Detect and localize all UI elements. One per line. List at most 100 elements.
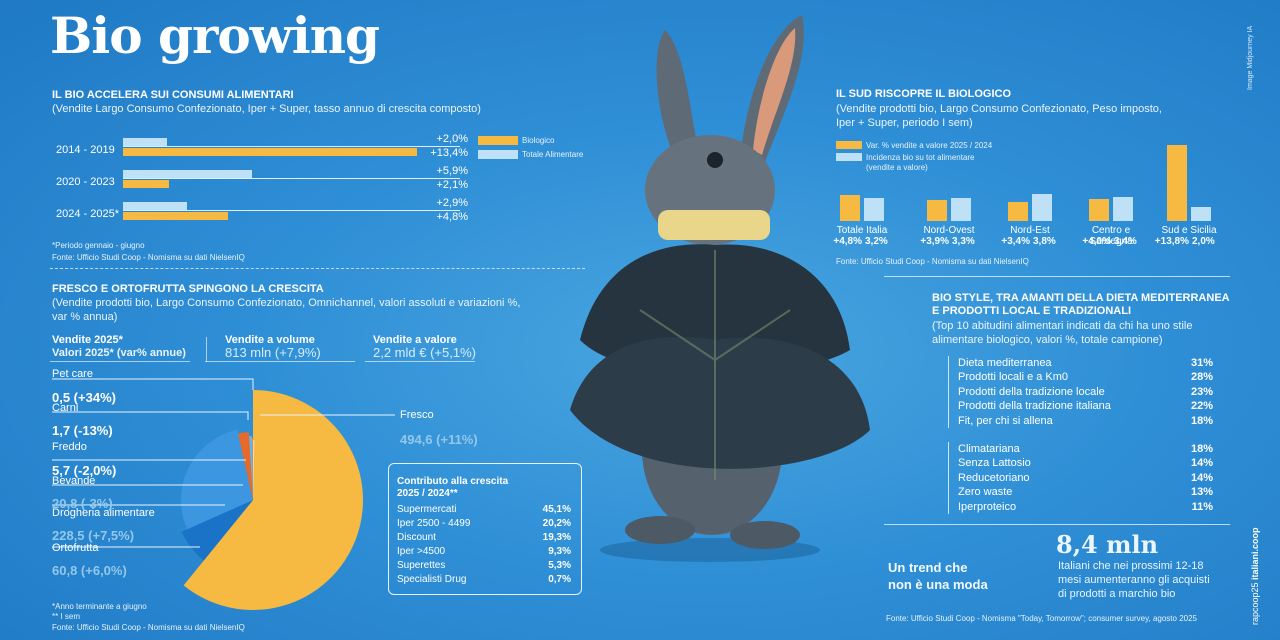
contributo-box: Contributo alla crescita 2025 / 2024** S…	[388, 463, 582, 595]
pie-value-label: 20,8 (-3%)	[52, 496, 113, 511]
kpi-valore-value: 2,2 mld € (+5,1%)	[373, 345, 476, 360]
pie-value-label: 494,6 (+11%)	[400, 432, 478, 447]
bar-totale-value: +2,9%	[436, 197, 469, 209]
kpi-vendite-sub: Valori 2025* (var% annue)	[52, 347, 186, 359]
side-brand: rapcoop25 italiani.coop	[1250, 495, 1260, 625]
pie-category-label: Freddo	[52, 441, 87, 453]
region-bar-incidenza	[1113, 197, 1133, 221]
kpi2-divider	[206, 337, 207, 362]
side-brand-name: italiani.coop	[1250, 527, 1260, 580]
bunny-ear-right-inner	[753, 28, 796, 155]
kpi1-underline	[50, 361, 190, 362]
bunny-collar	[658, 210, 770, 240]
section2-heading: FRESCO E ORTOFRUTTA SPINGONO LA CRESCITA	[52, 283, 324, 295]
habit-name: Reducetoriano	[958, 471, 1030, 484]
region-var-value: +4,8%	[833, 236, 862, 247]
contrib-value: 9,3%	[548, 546, 571, 557]
contrib-name: Iper >4500	[397, 546, 446, 557]
contrib-name: Discount	[397, 532, 436, 543]
habit-value: 18%	[1190, 443, 1213, 455]
category-pie-chart: Fresco 494,6 (+11%) Ortofrutta 60,8 (+6,0%)…	[52, 368, 478, 610]
bar-row-line	[123, 178, 460, 179]
habit-name: Climatariana	[958, 443, 1020, 455]
habit-name: Senza Lattosio	[958, 457, 1031, 470]
habit-name: Zero waste	[958, 486, 1013, 499]
trend-line-1: Un trend che	[888, 560, 968, 575]
region-label: Nord-Est	[1010, 225, 1050, 236]
page-title: Bio growing	[50, 6, 380, 65]
contrib-value: 5,3%	[548, 560, 571, 571]
pie-leader-line	[52, 378, 254, 390]
habit-value: 18%	[1190, 414, 1213, 427]
bunny-eye	[707, 152, 723, 168]
habit-value: 14%	[1190, 471, 1213, 484]
habit-name: Fit, per chi si allena	[958, 414, 1053, 427]
region-bar-var	[1089, 198, 1109, 221]
section2-source: Fonte: Ufficio Studi Coop - Nomisma su d…	[52, 623, 245, 632]
bar-category-label: 2014 - 2019	[56, 144, 115, 156]
bar-totale	[123, 202, 187, 210]
section1-source: Fonte: Ufficio Studi Coop - Nomisma su d…	[52, 253, 245, 262]
region-bar-var	[1167, 145, 1187, 221]
pie-category-label: Pet care	[52, 368, 93, 380]
section1-heading: IL BIO ACCELERA SUI CONSUMI ALIMENTARI	[52, 89, 294, 101]
region-incidenza-value: 2,0%	[1192, 236, 1215, 247]
bunny-ear-left	[656, 30, 700, 170]
pie-value-label: 60,8 (+6,0%)	[52, 563, 127, 578]
legend-biologico-label: Biologico	[522, 136, 555, 145]
section3-subtitle-1: (Vendite prodotti bio, Largo Consumo Con…	[836, 103, 1162, 115]
habit-name: Prodotti della tradizione italiana	[958, 400, 1111, 413]
pie-slice-ortofrutta	[181, 500, 253, 561]
contrib-title-1: Contributo alla crescita	[397, 476, 509, 487]
big-desc-1: Italiani che nei prossimi 12-18	[1058, 560, 1204, 572]
region-incidenza-value: 3,2%	[865, 236, 888, 247]
bunny-illustration	[570, 15, 870, 562]
bar-totale	[123, 138, 167, 146]
region-bar-var	[1008, 202, 1028, 221]
region-bar-var	[840, 194, 860, 221]
bar-biologico-value: +13,4%	[430, 147, 468, 159]
bar-biologico	[123, 212, 229, 220]
habit-value: 22%	[1190, 400, 1213, 413]
bar-biologico-value: +2,1%	[436, 179, 469, 191]
bunny-foot-left	[625, 516, 695, 544]
side-brand-prefix: rapcoop25	[1250, 579, 1260, 625]
pie-slice-drogheria-alimentare	[180, 429, 253, 530]
pie-slice-bevande	[238, 432, 253, 500]
section2-note-1: *Anno terminante a giugno	[52, 602, 147, 611]
habit-name: Dieta mediterranea	[958, 357, 1052, 369]
bar-totale	[123, 170, 253, 178]
legend-incidenza-swatch	[836, 153, 862, 161]
region-label: Sud e Sicilia	[1161, 225, 1217, 236]
bar-row-line	[123, 210, 460, 211]
bar-category-label: 2020 - 2023	[56, 176, 115, 188]
big-desc-3: di prodotti a marchio bio	[1058, 588, 1176, 600]
section2-subtitle-1: (Vendite prodotti bio, Largo Consumo Con…	[52, 297, 521, 309]
contrib-name: Superettes	[397, 560, 446, 571]
region-incidenza-value: 3,8%	[1033, 236, 1056, 247]
divider-right	[884, 276, 1230, 277]
side-credit: Image Midjourney IA	[1247, 25, 1254, 90]
big-desc-2: mesi aumenteranno gli acquisti	[1058, 574, 1210, 586]
legend-incidenza-label-2: (vendite a valore)	[866, 163, 928, 172]
habit-value: 13%	[1190, 486, 1213, 499]
bar-biologico	[123, 180, 170, 188]
bar-totale-value: +2,0%	[436, 133, 469, 145]
bar-row-line	[123, 146, 460, 147]
section4-subtitle-2: alimentare biologico, valori %, totale c…	[932, 334, 1163, 346]
kpi-volume-title: Vendite a volume	[225, 334, 315, 346]
pie-category-label: Bevande	[52, 475, 95, 487]
region-var-value: +4,0%	[1082, 236, 1111, 247]
habit-value: 14%	[1190, 457, 1213, 470]
big-value: 8,4 mln	[1056, 530, 1159, 559]
section2-subtitle-2: var % annua)	[52, 311, 118, 323]
pie-slice-fresco	[183, 390, 363, 610]
section4-source: Fonte: Ufficio Studi Coop - Nomisma "Tod…	[886, 614, 1197, 623]
region-var-value: +13,8%	[1154, 236, 1189, 247]
divider-bottom-right	[884, 524, 1230, 525]
pie-value-label: 228,5 (+7,5%)	[52, 528, 134, 543]
contrib-title-2: 2025 / 2024**	[397, 488, 458, 499]
legend-var-label: Var. % vendite a valore 2025 / 2024	[866, 141, 993, 150]
legend-incidenza-label: Incidenza bio su tot alimentare	[866, 153, 975, 162]
legend-totale-swatch	[478, 150, 518, 159]
